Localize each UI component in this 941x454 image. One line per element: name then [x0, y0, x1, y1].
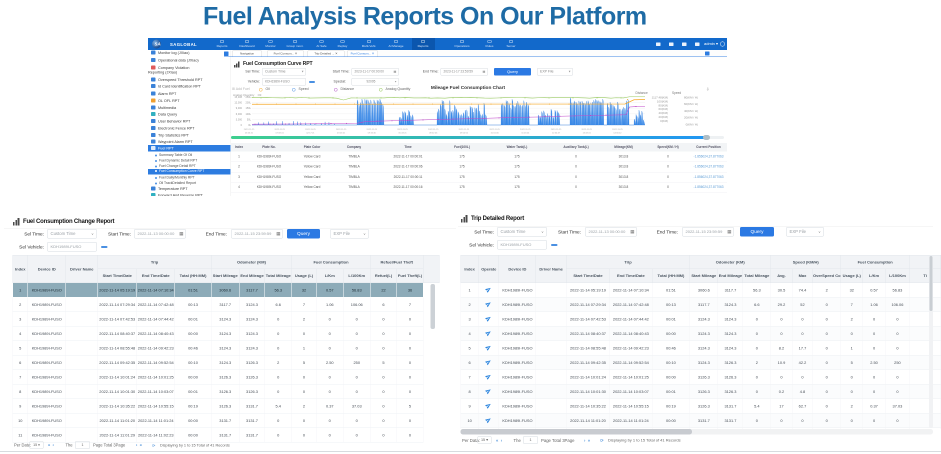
svg-text:12,000: 12,000: [234, 102, 242, 105]
svg-text:11:26:04: 11:26:04: [521, 132, 530, 134]
svg-text:0L: 0L: [248, 124, 251, 127]
svg-text:03:26:01: 03:26:01: [337, 132, 346, 134]
svg-text:9,000: 9,000: [236, 107, 243, 110]
svg-text:2022-11-25: 2022-11-25: [489, 129, 500, 131]
svg-text:05:43:21: 05:43:21: [398, 132, 407, 134]
svg-text:06:56:41: 06:56:41: [245, 132, 254, 134]
svg-text:14:56:42: 14:56:42: [613, 132, 622, 134]
svg-text:200L: 200L: [245, 102, 251, 105]
svg-text:08:52:06: 08:52:06: [429, 132, 438, 134]
svg-text:50L: 50L: [247, 118, 252, 121]
svg-text:2022-11-25: 2022-11-25: [428, 129, 439, 131]
svg-text:250L: 250L: [245, 96, 251, 99]
svg-text:02:17:21: 02:17:21: [306, 132, 315, 134]
svg-text:2022-11-25: 2022-11-25: [581, 129, 592, 131]
svg-text:150L: 150L: [245, 107, 251, 110]
svg-text:2022-11-25: 2022-11-25: [274, 129, 285, 131]
svg-text:0: 0: [241, 124, 243, 127]
svg-text:2022-11-25: 2022-11-25: [612, 129, 623, 131]
svg-text:2022-11-25: 2022-11-25: [520, 129, 531, 131]
svg-text:09:34:40: 09:34:40: [368, 132, 377, 134]
svg-text:2022-11-25: 2022-11-25: [551, 129, 562, 131]
svg-text:2022-11-25: 2022-11-25: [459, 129, 470, 131]
svg-text:6,000: 6,000: [236, 113, 243, 116]
svg-text:2022-11-25: 2022-11-25: [367, 129, 378, 131]
svg-text:3,000: 3,000: [236, 118, 243, 121]
svg-text:15,000: 15,000: [234, 96, 242, 99]
svg-text:13:43:41: 13:43:41: [583, 132, 592, 134]
svg-text:10:16:06: 10:16:06: [491, 132, 500, 134]
svg-text:09:00:56: 09:00:56: [460, 132, 469, 134]
svg-text:12:34:47: 12:34:47: [552, 132, 561, 134]
svg-text:07:08:41: 07:08:41: [276, 132, 285, 134]
svg-text:2022-11-25: 2022-11-25: [305, 129, 316, 131]
svg-text:2022-11-25: 2022-11-25: [397, 129, 408, 131]
svg-text:2022-11-25: 2022-11-25: [336, 129, 347, 131]
svg-text:2022-11-25: 2022-11-25: [244, 129, 255, 131]
svg-text:100L: 100L: [245, 113, 251, 116]
